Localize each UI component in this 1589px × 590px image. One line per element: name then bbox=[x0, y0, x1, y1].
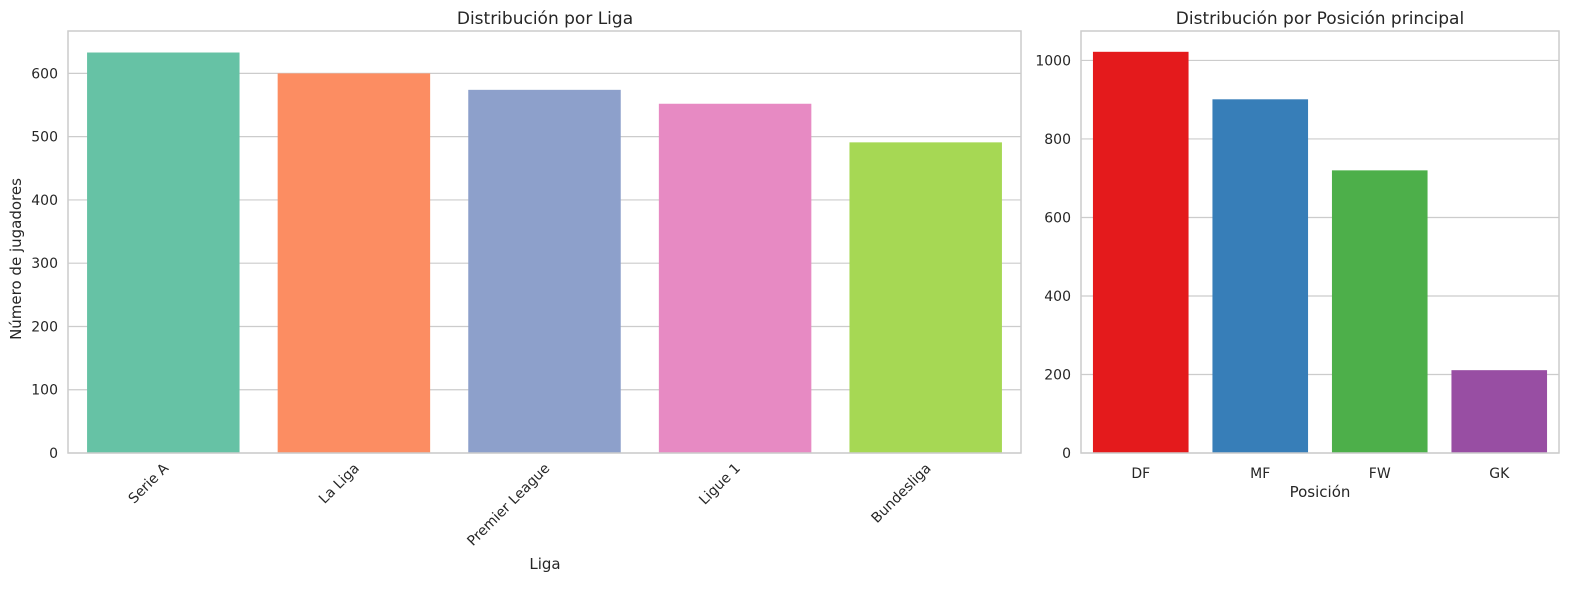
position-xtick-label: DF bbox=[1131, 466, 1150, 482]
position-xtick-label: GK bbox=[1489, 466, 1510, 482]
league-xtick-label: Ligue 1 bbox=[696, 461, 744, 509]
position-ytick-label: 1000 bbox=[1035, 53, 1071, 69]
position-chart: Distribución por Posición principal Posi… bbox=[1035, 9, 1560, 501]
position-bar-fw bbox=[1331, 170, 1428, 453]
league-xtick-label: La Liga bbox=[316, 461, 363, 508]
league-bar-premier-league bbox=[468, 89, 621, 454]
league-ytick-label: 400 bbox=[31, 193, 58, 209]
league-xtick-label: Premier League bbox=[464, 461, 553, 550]
league-bar-ligue-1 bbox=[658, 103, 812, 454]
league-chart-title: Distribución por Liga bbox=[457, 9, 633, 29]
league-ytick-label: 200 bbox=[31, 319, 58, 335]
league-xtick-label: Bundesliga bbox=[868, 461, 934, 527]
league-ytick-label: 100 bbox=[31, 383, 58, 399]
league-chart-xlabel: Liga bbox=[529, 555, 560, 573]
league-ytick-label: 500 bbox=[31, 130, 58, 146]
position-ytick-label: 600 bbox=[1044, 210, 1071, 226]
league-axes-frame bbox=[67, 30, 1022, 454]
league-bar-la-liga bbox=[277, 73, 431, 454]
position-bar-gk bbox=[1451, 370, 1548, 453]
position-ytick-label: 0 bbox=[1062, 446, 1071, 462]
position-xtick-label: MF bbox=[1250, 466, 1270, 482]
position-bar-df bbox=[1092, 51, 1189, 454]
position-chart-title: Distribución por Posición principal bbox=[1176, 9, 1464, 29]
position-xtick-label: FW bbox=[1369, 466, 1391, 482]
league-ytick-label: 300 bbox=[31, 256, 58, 272]
league-chart-ylabel: Número de jugadores bbox=[7, 178, 25, 340]
position-ytick-label: 800 bbox=[1044, 132, 1071, 148]
league-bar-bundesliga bbox=[849, 142, 1002, 453]
position-ytick-label: 200 bbox=[1044, 367, 1071, 383]
position-axes-frame bbox=[1080, 30, 1560, 454]
league-chart: Distribución por Liga Liga Número de jug… bbox=[7, 9, 1022, 573]
position-ytick-label: 400 bbox=[1044, 289, 1071, 305]
position-bar-mf bbox=[1212, 99, 1309, 453]
league-ytick-label: 0 bbox=[49, 446, 58, 462]
league-bar-serie-a bbox=[87, 52, 240, 454]
league-ytick-label: 600 bbox=[31, 66, 58, 82]
league-xtick-label: Serie A bbox=[126, 460, 173, 507]
position-chart-xlabel: Posición bbox=[1290, 483, 1351, 501]
